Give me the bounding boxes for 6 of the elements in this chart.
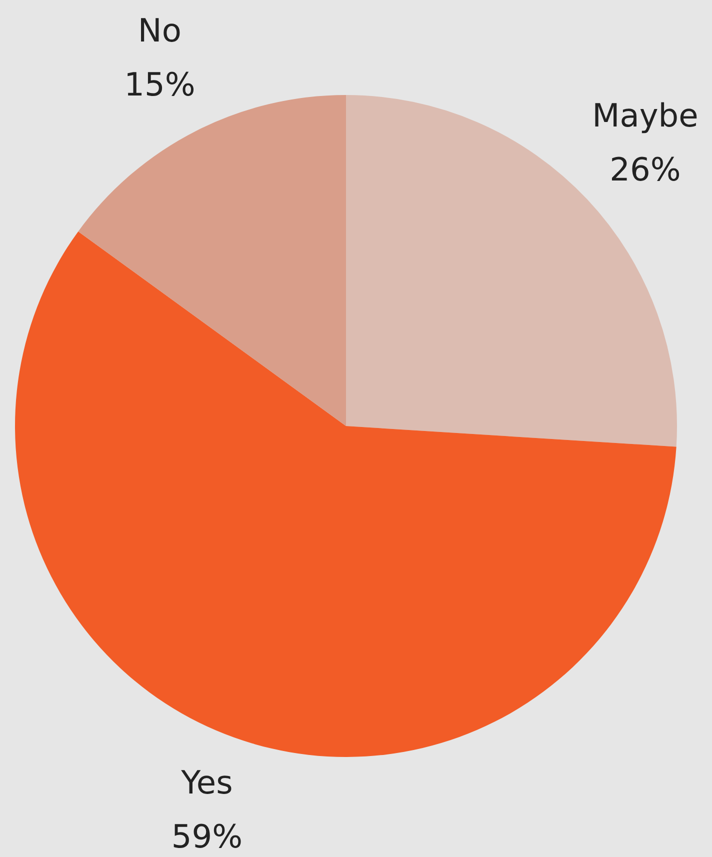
data-label: 15%: [124, 66, 196, 104]
slice-label: No: [138, 12, 182, 50]
slice-label: Maybe: [592, 96, 698, 134]
slice-label: Yes: [180, 763, 233, 802]
data-label: 59%: [171, 817, 243, 856]
data-label: 26%: [610, 150, 681, 188]
